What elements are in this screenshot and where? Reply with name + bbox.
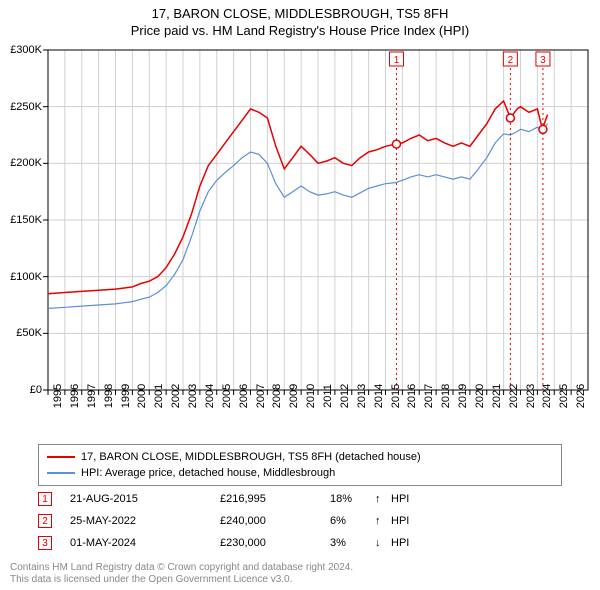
x-tick-label: 2019 xyxy=(457,384,469,408)
footer-line2: This data is licensed under the Open Gov… xyxy=(10,574,590,586)
sale-date: 01-MAY-2024 xyxy=(70,537,220,549)
x-tick-label: 2008 xyxy=(271,384,283,408)
x-tick-label: 2009 xyxy=(288,384,300,408)
sale-pct: 6% xyxy=(330,515,375,527)
svg-text:3: 3 xyxy=(540,55,546,66)
chart-subtitle: Price paid vs. HM Land Registry's House … xyxy=(0,23,600,38)
sale-marker: 2 xyxy=(38,514,52,528)
x-tick-label: 2016 xyxy=(406,384,418,408)
x-tick-label: 1999 xyxy=(120,384,132,408)
x-tick-label: 2011 xyxy=(322,384,334,408)
svg-text:1: 1 xyxy=(394,55,400,66)
y-tick-label: £100K xyxy=(10,271,42,283)
sale-row: 3 01-MAY-2024£230,0003%↓HPI xyxy=(38,532,562,554)
footer-line1: Contains HM Land Registry data © Crown c… xyxy=(10,562,590,574)
chart-marker-2: 2 xyxy=(503,52,517,66)
x-tick-label: 2005 xyxy=(221,384,233,408)
sale-pct: 18% xyxy=(330,493,375,505)
x-tick-label: 1997 xyxy=(86,384,98,408)
x-tick-label: 2007 xyxy=(255,384,267,408)
x-tick-label: 2013 xyxy=(356,384,368,408)
sale-hpi-label: HPI xyxy=(391,537,421,549)
x-tick-label: 2000 xyxy=(136,384,148,408)
x-tick-label: 2026 xyxy=(575,384,587,408)
sales-table: 121-AUG-2015£216,99518%↑HPI225-MAY-2022£… xyxy=(38,488,562,554)
x-tick-label: 2023 xyxy=(525,384,537,408)
legend-label: 17, BARON CLOSE, MIDDLESBROUGH, TS5 8FH … xyxy=(81,449,421,465)
legend-swatch xyxy=(47,472,75,474)
x-tick-label: 2015 xyxy=(390,384,402,408)
chart-marker-3: 3 xyxy=(536,52,550,66)
footer-attribution: Contains HM Land Registry data © Crown c… xyxy=(10,562,590,586)
sale-marker: 3 xyxy=(38,536,52,550)
x-tick-label: 2004 xyxy=(204,384,216,408)
x-tick-label: 2010 xyxy=(305,384,317,408)
y-tick-label: £200K xyxy=(10,157,42,169)
x-tick-label: 2001 xyxy=(153,384,165,408)
sale-hpi-label: HPI xyxy=(391,493,421,505)
chart-plot-area: 1 2 3 xyxy=(48,50,588,390)
legend-item: HPI: Average price, detached house, Midd… xyxy=(47,465,553,481)
x-tick-label: 2002 xyxy=(170,384,182,408)
sale-row: 2 25-MAY-2022£240,0006%↑HPI xyxy=(38,510,562,532)
chart-marker-1: 1 xyxy=(389,52,403,66)
title-block: 17, BARON CLOSE, MIDDLESBROUGH, TS5 8FH … xyxy=(0,0,600,38)
x-tick-label: 2014 xyxy=(373,384,385,408)
y-tick-label: £50K xyxy=(16,327,42,339)
y-tick-label: £300K xyxy=(10,44,42,56)
x-tick-label: 1998 xyxy=(103,384,115,408)
sale-arrow-icon: ↑ xyxy=(375,493,391,505)
x-tick-label: 2003 xyxy=(187,384,199,408)
chart-title: 17, BARON CLOSE, MIDDLESBROUGH, TS5 8FH xyxy=(0,6,600,21)
x-tick-label: 2020 xyxy=(474,384,486,408)
sale-arrow-icon: ↑ xyxy=(375,515,391,527)
legend-swatch xyxy=(47,456,75,458)
sale-price: £216,995 xyxy=(220,493,330,505)
sale-date: 25-MAY-2022 xyxy=(70,515,220,527)
legend: 17, BARON CLOSE, MIDDLESBROUGH, TS5 8FH … xyxy=(38,444,562,486)
legend-item: 17, BARON CLOSE, MIDDLESBROUGH, TS5 8FH … xyxy=(47,449,553,465)
x-tick-label: 2018 xyxy=(440,384,452,408)
y-axis: £0£50K£100K£150K£200K£250K£300K xyxy=(0,50,48,390)
series-price_paid xyxy=(48,101,548,294)
sale-price: £230,000 xyxy=(220,537,330,549)
sale-marker: 1 xyxy=(38,492,52,506)
legend-label: HPI: Average price, detached house, Midd… xyxy=(81,465,335,481)
x-tick-label: 2022 xyxy=(508,384,520,408)
sale-price: £240,000 xyxy=(220,515,330,527)
x-tick-label: 2006 xyxy=(238,384,250,408)
sale-pct: 3% xyxy=(330,537,375,549)
y-tick-label: £150K xyxy=(10,214,42,226)
x-tick-label: 2017 xyxy=(423,384,435,408)
sale-date: 21-AUG-2015 xyxy=(70,493,220,505)
svg-text:2: 2 xyxy=(508,55,514,66)
sale-row: 1 21-AUG-2015£216,99518%↑HPI xyxy=(38,488,562,510)
x-tick-label: 2012 xyxy=(339,384,351,408)
x-axis: 1995199619971998199920002001200220032004… xyxy=(48,392,588,442)
y-tick-label: £250K xyxy=(10,101,42,113)
x-tick-label: 2024 xyxy=(541,384,553,408)
sale-hpi-label: HPI xyxy=(391,515,421,527)
x-tick-label: 2025 xyxy=(558,384,570,408)
sale-arrow-icon: ↓ xyxy=(375,537,391,549)
x-tick-label: 2021 xyxy=(491,384,503,408)
x-tick-label: 1996 xyxy=(69,384,81,408)
x-tick-label: 1995 xyxy=(52,384,64,408)
y-tick-label: £0 xyxy=(30,384,42,396)
